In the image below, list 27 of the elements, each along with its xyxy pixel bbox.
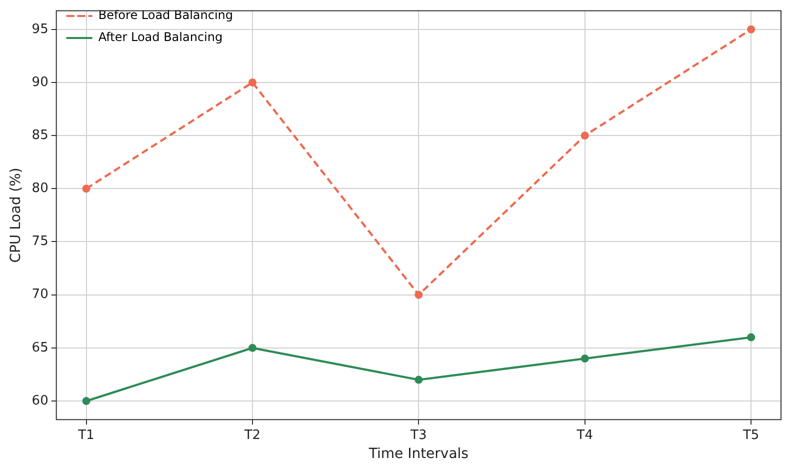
x-tick-label: T1 bbox=[77, 428, 94, 443]
y-tick-label: 75 bbox=[32, 234, 48, 250]
point bbox=[580, 354, 589, 363]
y-tick-label: 80 bbox=[32, 181, 48, 196]
y-tick-label: 65 bbox=[32, 340, 48, 356]
x-tick-label: T2 bbox=[243, 428, 261, 443]
point bbox=[248, 78, 256, 86]
x-tick-label: T3 bbox=[410, 428, 427, 443]
point bbox=[747, 25, 756, 34]
x-tick-label: T4 bbox=[576, 428, 593, 443]
y-tick-label: 85 bbox=[32, 128, 48, 143]
point bbox=[414, 290, 423, 299]
y-tick-label: 70 bbox=[32, 287, 48, 302]
y-tick-label: 60 bbox=[32, 393, 48, 408]
point bbox=[414, 376, 423, 384]
y-axis-title: CPU Load (%) bbox=[8, 168, 24, 263]
point bbox=[82, 397, 90, 406]
y-tick-label: 90 bbox=[32, 74, 48, 90]
point bbox=[248, 344, 256, 352]
point bbox=[580, 132, 589, 140]
legend-label: After Load Balancing bbox=[98, 30, 223, 44]
point bbox=[82, 184, 90, 193]
legend-label: Before Load Balancing bbox=[98, 8, 234, 22]
point bbox=[747, 333, 756, 342]
y-tick-label: 95 bbox=[32, 22, 48, 37]
x-tick-label: T5 bbox=[742, 428, 760, 443]
x-axis-title: Time Intervals bbox=[368, 446, 468, 462]
